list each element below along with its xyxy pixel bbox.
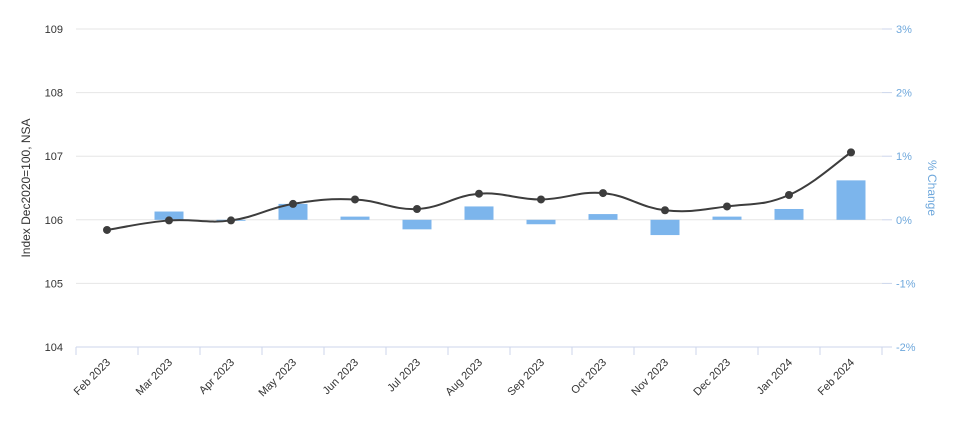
x-tick-label: May 2023: [256, 357, 299, 400]
line-point[interactable]: [475, 189, 483, 198]
line-point[interactable]: [413, 204, 421, 213]
y-right-tick-label: -1%: [896, 278, 916, 290]
line-point[interactable]: [661, 206, 669, 215]
y-right-tick-label: 1%: [896, 151, 912, 163]
line-point[interactable]: [847, 148, 855, 157]
y-axis-right: -2% -1% 0% 1% 2% 3%: [882, 24, 916, 354]
y-right-tick-label: 2%: [896, 88, 912, 100]
line-points: [103, 148, 855, 234]
bar[interactable]: [154, 211, 184, 220]
bar[interactable]: [712, 216, 742, 220]
line-point[interactable]: [165, 216, 173, 225]
line-point[interactable]: [103, 225, 111, 234]
y-left-tick-label: 106: [45, 215, 63, 227]
line-point[interactable]: [785, 190, 793, 199]
x-tick-label: Feb 2023: [72, 357, 113, 398]
line-point[interactable]: [289, 199, 297, 208]
x-tick-label: Jun 2023: [321, 357, 361, 397]
y-right-tick-label: 3%: [896, 24, 912, 36]
y-left-tick-label: 108: [45, 88, 63, 100]
x-tick-label: Oct 2023: [569, 357, 609, 397]
bar[interactable]: [278, 203, 308, 220]
y-axis-left-title: Index Dec2020=100, NSA: [19, 118, 33, 257]
bar[interactable]: [464, 206, 494, 220]
x-tick-label: Jan 2024: [755, 357, 795, 397]
bar[interactable]: [836, 180, 866, 220]
y-left-tick-label: 104: [45, 342, 63, 354]
grid-lines: [76, 28, 882, 348]
y-left-tick-label: 105: [45, 278, 63, 290]
bar-series: [154, 180, 866, 236]
line-point[interactable]: [227, 216, 235, 225]
x-tick-label: Aug 2023: [443, 357, 485, 399]
x-tick-label: Dec 2023: [691, 357, 733, 399]
x-tick-label: Sep 2023: [505, 357, 547, 399]
line-point[interactable]: [723, 202, 731, 211]
bar[interactable]: [774, 208, 804, 220]
bar[interactable]: [650, 219, 680, 236]
line-point[interactable]: [599, 189, 607, 198]
bar[interactable]: [340, 216, 370, 220]
x-tick-label: Nov 2023: [629, 357, 671, 399]
y-right-tick-label: -2%: [896, 342, 916, 354]
x-axis: Feb 2023 Mar 2023 Apr 2023 May 2023 Jun 2023…: [72, 347, 883, 400]
line-point[interactable]: [351, 195, 359, 204]
y-right-tick-label: 0%: [896, 215, 912, 227]
x-tick-label: Mar 2023: [134, 357, 175, 398]
y-axis-right-title: % Change: [925, 160, 939, 216]
y-left-tick-label: 107: [45, 151, 63, 163]
x-tick-label: Feb 2024: [816, 357, 857, 398]
line-point[interactable]: [537, 195, 545, 204]
bar[interactable]: [526, 219, 556, 225]
x-tick-label: Apr 2023: [197, 357, 237, 397]
bar[interactable]: [588, 214, 618, 220]
x-tick-label: Jul 2023: [385, 357, 423, 395]
bar[interactable]: [402, 219, 432, 230]
y-left-tick-label: 109: [45, 24, 63, 36]
y-axis-left: 104 105 106 107 108 109: [45, 24, 63, 354]
